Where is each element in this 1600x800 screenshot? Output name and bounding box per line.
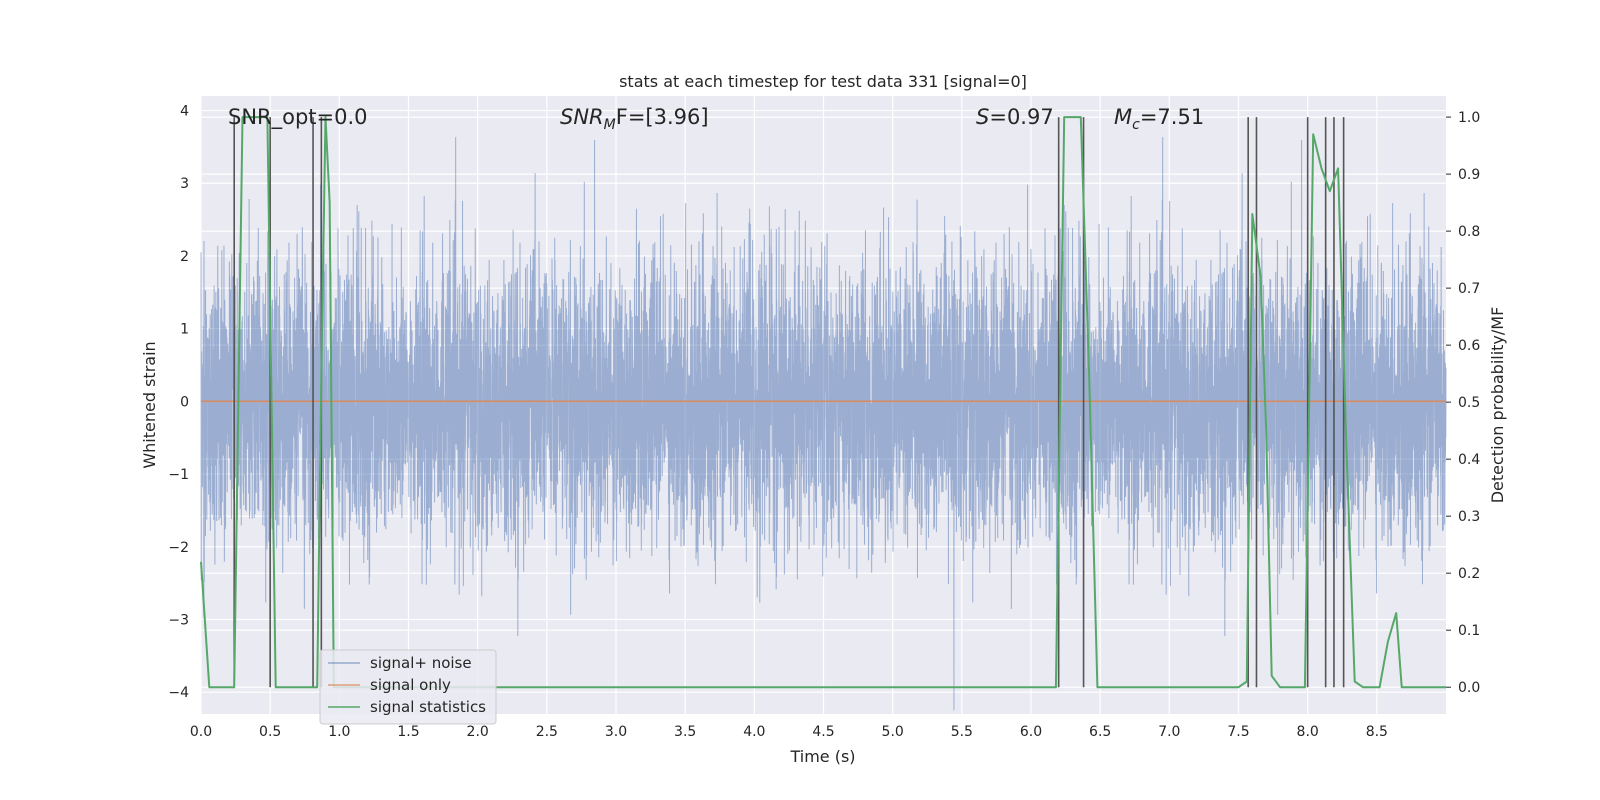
x-tick-label: 4.0 xyxy=(743,724,765,740)
x-tick-label: 7.0 xyxy=(1158,724,1180,740)
noise-line xyxy=(200,137,1447,711)
x-tick-label: 0.5 xyxy=(259,724,281,740)
y-axis-right-label: Detection probability/MF xyxy=(1488,307,1507,504)
legend: signal+ noise signal only signal statist… xyxy=(319,649,497,725)
legend-box xyxy=(319,649,497,725)
y-axis-left-ticks: 4 3 2 1 0 −1 −2 −3 −4 xyxy=(168,104,189,702)
annotation-mc: Mc=7.51 xyxy=(1114,105,1204,133)
legend-label-signal-only: signal only xyxy=(370,676,451,694)
x-tick-label: 1.0 xyxy=(328,724,350,740)
y-right-tick-label: 0.4 xyxy=(1458,452,1480,468)
x-tick-label: 5.0 xyxy=(882,724,904,740)
x-tick-label: 5.5 xyxy=(951,724,973,740)
y-tick-label: 2 xyxy=(180,249,189,265)
y-tick-label: 1 xyxy=(180,322,189,338)
y-axis-right-ticks: 1.0 0.9 0.8 0.7 0.6 0.5 0.4 0.3 0.2 0.1 0.0 xyxy=(1446,110,1480,696)
x-tick-label: 6.0 xyxy=(1020,724,1042,740)
annotation-snr-mf: SNRMF=[3.96] xyxy=(560,105,709,133)
y-tick-label: −3 xyxy=(168,612,189,628)
x-tick-label: 1.5 xyxy=(397,724,419,740)
y-right-tick-label: 0.8 xyxy=(1458,224,1480,240)
y-tick-label: −1 xyxy=(168,467,189,483)
x-tick-label: 8.5 xyxy=(1366,724,1388,740)
x-tick-label: 0.0 xyxy=(190,724,212,740)
x-tick-label: 4.5 xyxy=(812,724,834,740)
y-right-tick-label: 0.2 xyxy=(1458,566,1480,582)
x-tick-label: 2.5 xyxy=(536,724,558,740)
y-tick-label: 0 xyxy=(180,394,189,410)
legend-label-signal-statistics: signal statistics xyxy=(370,698,486,716)
chart-title: stats at each timestep for test data 331… xyxy=(619,72,1027,91)
y-right-tick-label: 1.0 xyxy=(1458,110,1480,126)
series-signal-noise xyxy=(200,137,1447,711)
event-markers xyxy=(233,117,1345,688)
x-tick-label: 6.5 xyxy=(1089,724,1111,740)
legend-label-signal-noise: signal+ noise xyxy=(370,654,472,672)
y-axis-label: Whitened strain xyxy=(140,341,159,468)
annotation-s: S=0.97 xyxy=(976,105,1054,129)
y-right-tick-label: 0.7 xyxy=(1458,281,1480,297)
y-tick-label: 3 xyxy=(180,176,189,192)
series-signal-statistics xyxy=(200,116,1446,689)
x-tick-label: 3.0 xyxy=(605,724,627,740)
y-tick-label: −2 xyxy=(168,540,189,556)
y-right-tick-label: 0.3 xyxy=(1458,509,1480,525)
x-axis-ticks: 0.0 0.5 1.0 1.5 2.0 2.5 3.0 3.5 4.0 4.5 5.0 5.5 6.0 6… xyxy=(190,724,1388,740)
x-tick-label: 8.0 xyxy=(1297,724,1319,740)
y-right-tick-label: 0.6 xyxy=(1458,338,1480,354)
x-axis-label: Time (s) xyxy=(789,747,855,766)
x-tick-label: 7.5 xyxy=(1227,724,1249,740)
y-right-tick-label: 0.9 xyxy=(1458,167,1480,183)
x-tick-label: 2.0 xyxy=(467,724,489,740)
y-tick-label: −4 xyxy=(168,685,189,701)
statistics-line xyxy=(200,116,1446,689)
y-right-tick-label: 0.1 xyxy=(1458,623,1480,639)
annotation-snr-opt: SNR_opt=0.0 xyxy=(228,105,368,130)
y-right-tick-label: 0.5 xyxy=(1458,395,1480,411)
y-tick-label: 4 xyxy=(180,104,189,120)
x-tick-label: 3.5 xyxy=(674,724,696,740)
y-right-tick-label: 0.0 xyxy=(1458,680,1480,696)
